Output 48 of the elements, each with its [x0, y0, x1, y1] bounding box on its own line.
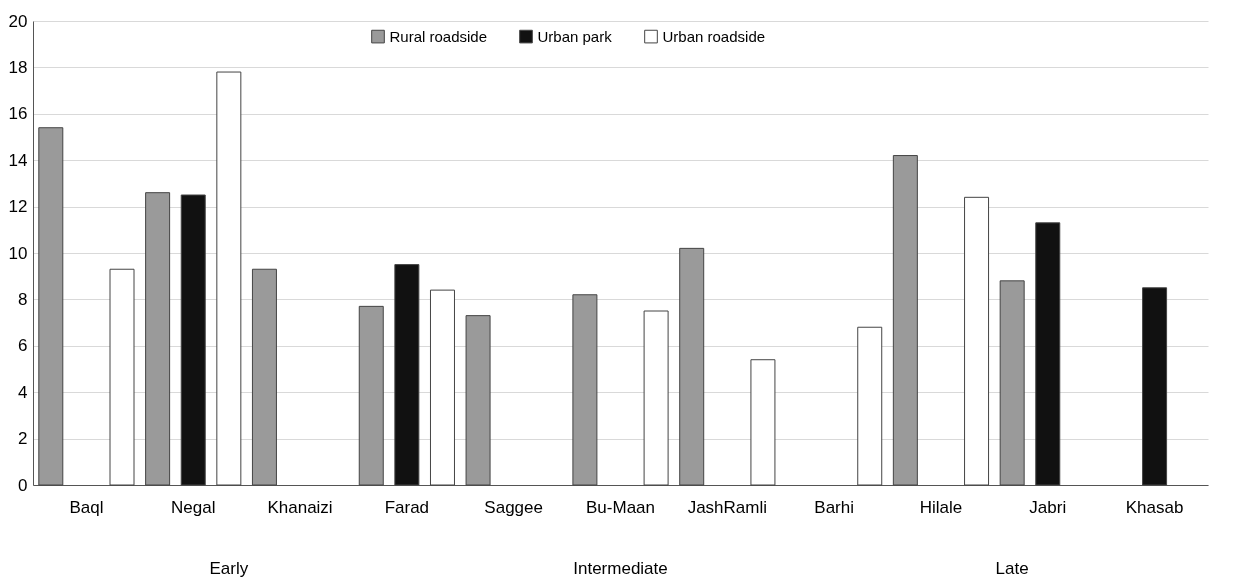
y-tick-label: 14	[8, 150, 28, 170]
bar	[679, 247, 705, 486]
bar	[1035, 222, 1061, 486]
text: Early	[209, 559, 249, 578]
y-tick-label: 18	[8, 57, 28, 77]
bar	[1142, 287, 1168, 486]
x-tick-label: Khasab	[1125, 497, 1184, 517]
y-tick-label: 12	[8, 197, 28, 217]
y-tick-label: 6	[18, 336, 28, 356]
x-tick-label: Khanaizi	[267, 497, 333, 517]
bar	[465, 315, 491, 486]
y-tick-label: 10	[8, 243, 28, 263]
y-tick-label: 16	[8, 104, 28, 124]
bar	[750, 359, 776, 486]
bar	[572, 294, 598, 486]
y-tick-label: 20	[8, 11, 28, 31]
x-tick-label: Jabri	[1029, 497, 1067, 517]
x-tick-label: Saggee	[484, 497, 543, 517]
bar	[109, 268, 135, 486]
text: Intermediate	[573, 559, 668, 578]
legend-label: Urban park	[537, 27, 613, 45]
bar	[38, 127, 64, 486]
y-tick-label: 4	[18, 382, 28, 402]
text: Late	[995, 559, 1029, 578]
bar	[892, 155, 918, 486]
y-tick-label: 8	[18, 289, 28, 309]
bar	[999, 280, 1025, 486]
y-tick-label: 0	[18, 475, 28, 495]
legend-label: Urban roadside	[662, 27, 766, 45]
legend-label: Rural roadside	[389, 27, 488, 45]
x-tick-label: JashRamli	[687, 497, 767, 517]
bar	[429, 289, 455, 486]
x-tick-label: Bu-Maan	[586, 497, 655, 517]
x-tick-label: Negal	[171, 497, 216, 517]
bar	[180, 194, 206, 486]
bar	[643, 310, 669, 486]
bar	[964, 196, 990, 486]
bar	[216, 71, 242, 486]
bar	[145, 192, 171, 486]
bar	[857, 326, 883, 486]
y-tick-label: 2	[18, 429, 28, 449]
x-tick-label: Baql	[69, 497, 104, 517]
x-tick-label: Barhi	[814, 497, 854, 517]
bar	[394, 264, 420, 486]
bar	[358, 305, 384, 486]
x-tick-label: Hilale	[919, 497, 963, 517]
bar	[251, 268, 277, 486]
x-tick-label: Farad	[384, 497, 430, 517]
